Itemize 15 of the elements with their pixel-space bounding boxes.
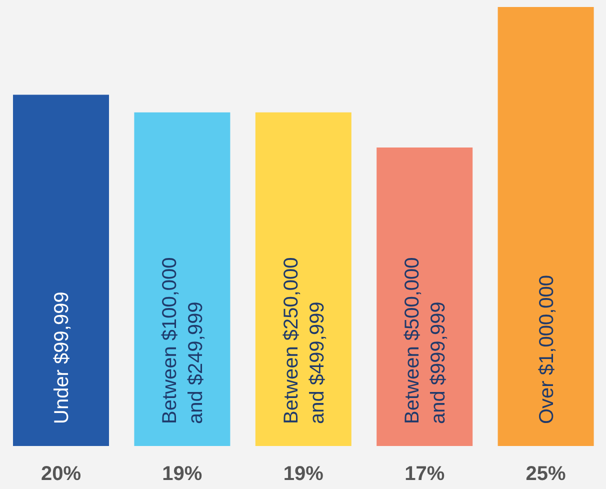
x-tick-label: Between $100,000 and $249,999 [159, 257, 208, 424]
bar [255, 112, 352, 446]
bar [498, 7, 594, 446]
bar [376, 147, 473, 446]
data-label: 19% [283, 463, 324, 485]
data-label: 20% [40, 463, 82, 485]
x-tick-label: Over $1,000,000 [536, 275, 558, 424]
data-label: 25% [526, 463, 566, 485]
bar [13, 94, 109, 446]
bar [134, 112, 230, 446]
x-tick-label: Under $99,999 [51, 292, 73, 424]
x-tick-label: Between $250,000 and $499,999 [280, 257, 328, 424]
data-label: 19% [162, 463, 202, 485]
data-label: 17% [404, 463, 445, 485]
x-tick-label: Between $500,000 and $999,999 [402, 257, 450, 424]
